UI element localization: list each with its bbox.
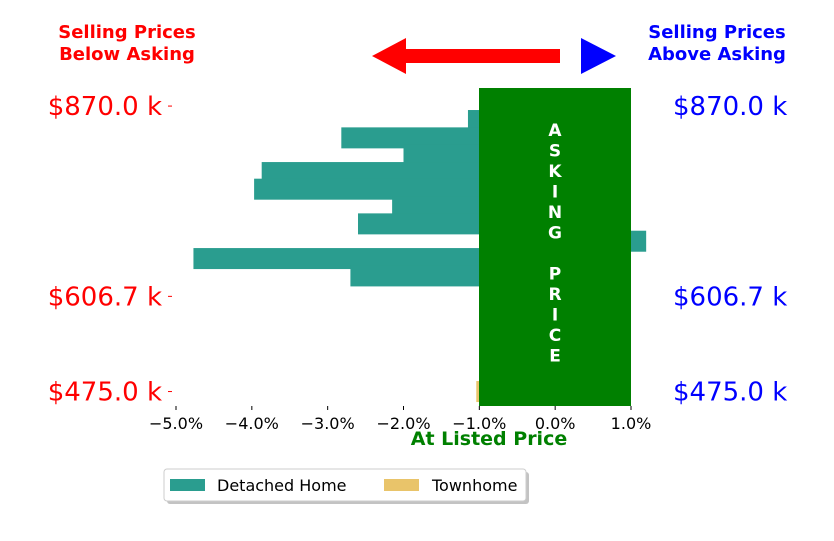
axes-layer: −5.0% −4.0% −3.0% −2.0% −1.0% 0.0% 1.0% $870.0 … [48,92,788,433]
right-arrow-icon [581,38,616,74]
above-asking-title-line1: Selling Prices [648,22,785,43]
y-tick-label-right-2: $475.0 k [673,378,787,408]
bar-detached-8 [193,248,480,270]
x-tick-label-3: −2.0% [376,414,430,433]
bar-townhome-0 [476,381,480,403]
asking-price-box [479,88,631,406]
asking-letter-3: I [552,183,558,203]
above-asking-title-line2: Above Asking [648,44,786,65]
below-asking-title-line1: Selling Prices [58,22,195,43]
asking-letter-8: R [548,285,561,305]
bar-detached-1 [341,127,480,149]
y-tick-label-right-1: $606.7 k [673,282,787,312]
y-tick-label-right-0: $870.0 k [673,92,787,122]
bar-detached-0 [467,110,480,132]
bar-detached-6 [358,213,480,235]
bar-detached-5 [392,196,480,218]
y-tick-label-left-0: $870.0 k [48,92,162,122]
legend: Detached Home Townhome [163,468,529,504]
asking-letter-0: A [548,121,562,141]
x-axis-label: At Listed Price [411,428,567,450]
x-tick-label-6: 1.0% [611,414,652,433]
left-arrow-icon [372,38,560,74]
asking-letter-1: S [549,142,561,162]
legend-label-townhome: Townhome [431,476,517,495]
asking-letter-11: E [549,347,561,367]
y-tick-label-left-1: $606.7 k [48,282,162,312]
asking-letter-7: P [549,265,561,285]
x-tick-label-4: −1.0% [452,414,506,433]
x-tick-label-0: −5.0% [149,414,203,433]
asking-letter-9: I [552,306,558,326]
x-tick-label-2: −3.0% [301,414,355,433]
x-tick-label-5: 0.0% [535,414,576,433]
legend-swatch-townhome [384,479,419,491]
asking-letter-2: K [548,162,562,182]
bar-detached-3 [261,162,480,184]
asking-letter-5: G [548,224,562,244]
y-tick-label-left-2: $475.0 k [48,378,162,408]
below-asking-title-line2: Below Asking [59,44,195,65]
legend-swatch-detached [170,479,205,491]
bar-detached-9 [350,265,480,287]
legend-label-detached: Detached Home [217,476,347,495]
x-tick-label-1: −4.0% [225,414,279,433]
asking-letter-10: C [549,326,561,346]
bar-detached-4 [254,178,480,200]
asking-letter-4: N [548,203,562,223]
bar-detached-2 [403,144,480,166]
